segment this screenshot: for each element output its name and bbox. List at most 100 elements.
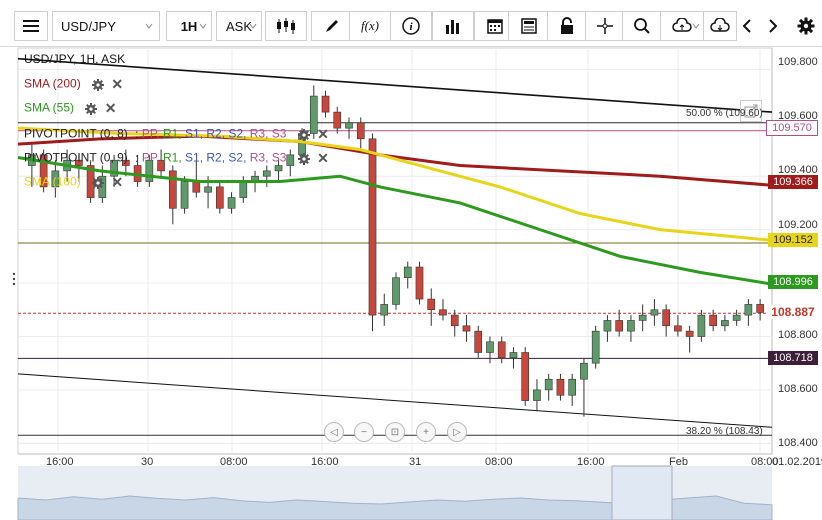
pivot-pp: PP,	[141, 126, 160, 141]
candle-body	[721, 320, 729, 327]
candle-body	[474, 330, 483, 353]
resize-handle[interactable]	[12, 272, 16, 286]
candle-body	[427, 298, 436, 311]
pivot-s2: S2,	[228, 150, 247, 165]
gear-icon[interactable]	[92, 78, 105, 91]
pivot-r1: R1,	[162, 150, 182, 165]
price-tick: 109.400	[778, 164, 818, 176]
gear-icon[interactable]	[85, 102, 98, 115]
candles	[28, 85, 764, 417]
candle-body	[674, 325, 682, 332]
symbol-select[interactable]: USD/JPY	[52, 11, 160, 41]
candle-body	[39, 154, 48, 188]
candle-body	[122, 159, 130, 166]
draw-tools-button[interactable]	[311, 11, 353, 41]
chevron-down-icon	[199, 23, 207, 29]
pan-right-button[interactable]: ▷	[447, 422, 467, 442]
fib-50-label: 50.00 % (109.60)	[686, 108, 763, 119]
close-icon[interactable]: ✕	[111, 76, 124, 92]
candle-body	[603, 320, 612, 332]
chevron-right-icon	[769, 19, 778, 33]
sma55-label: SMA (55)	[24, 100, 75, 115]
zoom-button[interactable]	[622, 11, 662, 41]
candle-body	[533, 389, 541, 401]
time-label: 16:00	[577, 456, 605, 468]
sma100-label: SMA (100)	[24, 174, 81, 189]
news-button[interactable]	[508, 11, 550, 41]
reset-zoom-button[interactable]: ⊡	[385, 422, 405, 442]
price-type-select[interactable]: ASK	[216, 11, 262, 41]
candle-body	[51, 170, 60, 188]
price-tick: 109.800	[778, 56, 818, 68]
close-icon[interactable]: ✕	[317, 126, 329, 142]
legend-title-text: USD/JPY, 1H, ASK	[24, 52, 126, 66]
chart-area[interactable]: USD/JPY, 1H, ASK SMA (200) ✕ SMA (55) ✕ …	[0, 46, 822, 520]
caret-left-icon: ◁	[330, 426, 338, 438]
menu-button[interactable]	[14, 11, 48, 41]
zoom-icon	[634, 18, 650, 34]
candle-body	[509, 352, 518, 359]
crosshair-button[interactable]	[585, 11, 625, 41]
time-label: 08:00	[485, 456, 513, 468]
candle-body	[415, 266, 424, 300]
download-button[interactable]	[703, 11, 737, 41]
zoom-out-icon: −	[361, 426, 367, 438]
scroll-right-button[interactable]	[763, 11, 783, 41]
candle-body	[497, 341, 506, 359]
close-icon[interactable]: ✕	[111, 174, 124, 190]
close-icon[interactable]: ✕	[104, 100, 117, 116]
zoom-out-button[interactable]: −	[354, 422, 374, 442]
price-chart[interactable]	[0, 46, 822, 520]
price-tick: 108.800	[778, 329, 818, 341]
legend-sma100[interactable]: SMA (100) ✕	[24, 174, 123, 190]
candle-body	[192, 181, 201, 193]
svg-text:i: i	[409, 21, 413, 33]
candle-body	[744, 304, 753, 316]
moving-averages	[17, 126, 773, 286]
navigator-series	[17, 495, 773, 520]
calendar-icon	[487, 19, 503, 34]
candle-body	[368, 138, 377, 316]
pivot-r2: R2,	[206, 126, 226, 141]
chart-type-button[interactable]	[265, 11, 307, 41]
expand-button[interactable]	[740, 100, 762, 122]
pivot-r3: R3,	[249, 126, 269, 141]
candle-body	[615, 320, 623, 332]
candle-body	[157, 159, 165, 172]
gear-icon[interactable]	[297, 152, 310, 165]
pivot-r1: R1,	[162, 126, 182, 141]
sma100-tag: 109.152	[768, 233, 818, 247]
upload-button[interactable]	[660, 11, 704, 41]
volume-button[interactable]	[432, 11, 474, 41]
gear-icon[interactable]	[297, 128, 310, 141]
candle-body	[262, 170, 271, 177]
candle-body	[392, 277, 400, 305]
settings-button[interactable]	[793, 11, 819, 41]
legend-sma55[interactable]: SMA (55) ✕	[24, 100, 116, 116]
timeframe-select[interactable]: 1H	[166, 11, 212, 41]
price-type-value: ASK	[225, 18, 252, 34]
pan-left-button[interactable]: ◁	[324, 422, 344, 442]
legend-pivot-2[interactable]: PIVOTPOINT (0, 9) : PP, R1, S1, R2, S2, …	[24, 150, 329, 166]
scroll-left-button[interactable]	[737, 11, 757, 41]
chevron-left-icon	[742, 19, 751, 33]
toolbar: USD/JPY 1H ASK f(x) i	[0, 0, 822, 47]
navigator-window[interactable]	[611, 465, 673, 520]
time-label: 30	[141, 456, 154, 468]
pivot1-label: PIVOTPOINT (0, 8)	[24, 126, 128, 141]
pivot-pp: PP,	[141, 150, 160, 165]
candle-body	[462, 325, 471, 332]
legend-pivot-1[interactable]: PIVOTPOINT (0, 8) : PP, R1, S1, R2, S2, …	[24, 126, 329, 142]
candle-body	[345, 122, 353, 129]
info-button[interactable]: i	[390, 11, 432, 41]
trend-line-upper	[17, 57, 773, 113]
close-icon[interactable]: ✕	[317, 150, 329, 166]
candle-body	[145, 159, 154, 182]
gear-icon[interactable]	[92, 176, 105, 189]
indicators-button[interactable]: f(x)	[349, 11, 391, 41]
candle-body	[662, 309, 670, 327]
zoom-in-button[interactable]: +	[416, 422, 436, 442]
symbol-value: USD/JPY	[61, 19, 116, 34]
lock-button[interactable]	[547, 11, 587, 41]
legend-sma200[interactable]: SMA (200) ✕	[24, 76, 123, 92]
